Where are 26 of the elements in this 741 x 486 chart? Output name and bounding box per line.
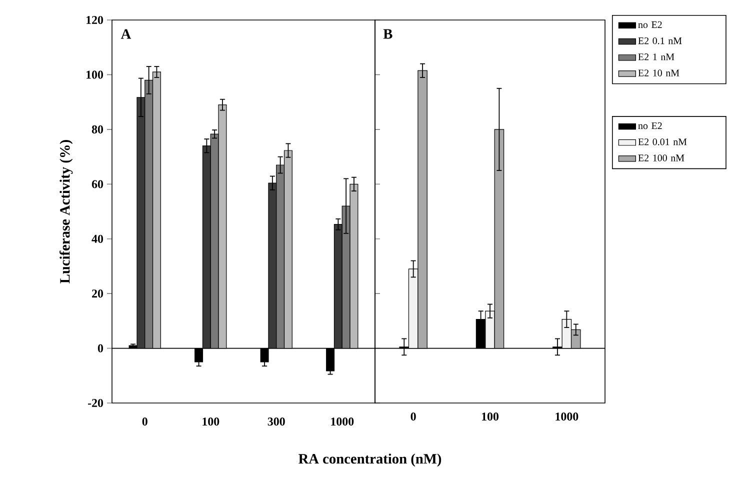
chart-title: B [383,29,392,39]
legend-label: no E2 [638,21,662,28]
y-tick-label: 120 [86,16,104,24]
y-tick-label: 100 [86,70,104,79]
y-tick-label: 80 [92,125,104,134]
x-tick-label: 1000 [556,412,578,421]
legend-label: E2 0.01 nM [638,138,687,146]
x-tick-label: 1000 [331,418,354,426]
y-axis-title: Luciferase Activity (%) [60,140,73,284]
x-tick-label: 0 [410,412,416,421]
legend-label: E2 100 nM [638,154,684,162]
x-tick-label: 0 [142,418,148,426]
y-tick-label: 0 [98,344,104,352]
x-axis-title: RA concentration (nM) [298,454,442,467]
legend-label: E2 0.1 nM [638,37,682,44]
chart-title: A [120,29,132,39]
x-tick-label: 300 [268,418,285,426]
legend-label: E2 10 nM [638,70,680,76]
x-tick-label: 100 [202,418,220,426]
legend-label: E2 1 nM [638,54,674,60]
y-tick-label: 40 [92,234,104,243]
y-tick-label: -20 [88,398,104,408]
legend-label: no E2 [638,122,662,130]
x-tick-label: 100 [482,412,499,421]
y-tick-label: 20 [92,290,104,298]
y-tick-label: 60 [92,180,104,188]
